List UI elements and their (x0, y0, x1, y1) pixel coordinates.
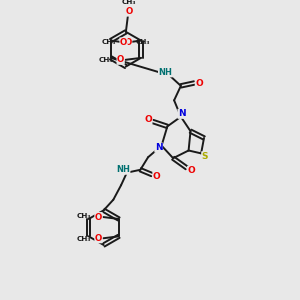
Text: O: O (117, 55, 124, 64)
Text: O: O (195, 80, 203, 88)
Text: O: O (144, 115, 152, 124)
Text: O: O (95, 212, 102, 221)
Text: N: N (178, 109, 186, 118)
Text: CH₃: CH₃ (76, 236, 91, 242)
Text: O: O (95, 234, 102, 243)
Text: CH₃: CH₃ (122, 0, 136, 5)
Text: O: O (153, 172, 160, 181)
Text: O: O (188, 166, 195, 175)
Text: CH₃: CH₃ (136, 40, 150, 46)
Text: N: N (155, 143, 163, 152)
Text: NH: NH (158, 68, 172, 77)
Text: S: S (202, 152, 208, 161)
Text: CH₃: CH₃ (76, 213, 91, 219)
Text: NH: NH (116, 165, 130, 174)
Text: CH₃: CH₃ (101, 40, 116, 46)
Text: O: O (124, 38, 132, 47)
Text: O: O (125, 7, 132, 16)
Text: CH₃: CH₃ (98, 57, 113, 63)
Text: O: O (120, 38, 127, 47)
